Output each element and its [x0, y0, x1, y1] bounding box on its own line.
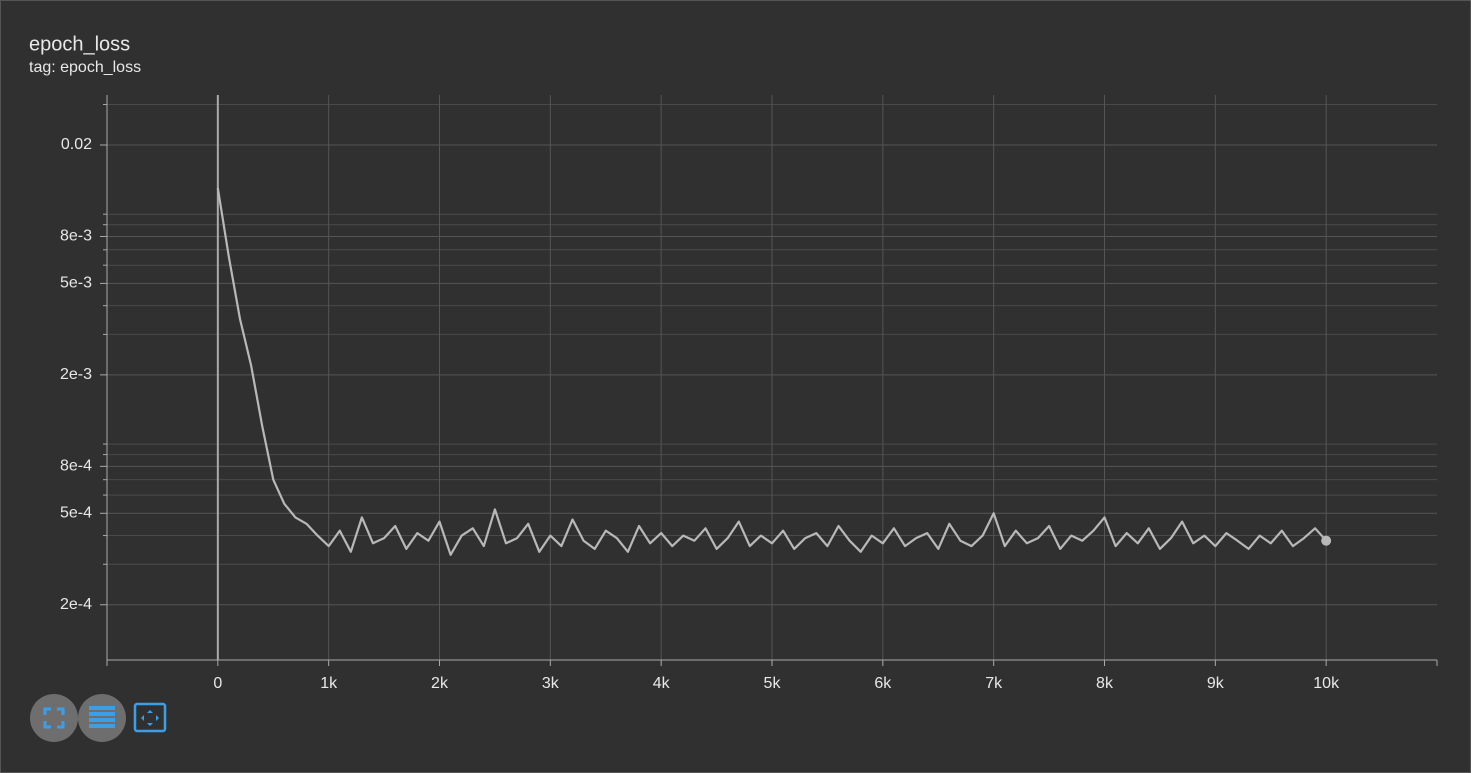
toolbar	[30, 694, 167, 742]
x-tick-label: 5k	[764, 675, 782, 692]
fullscreen-button[interactable]	[30, 694, 78, 742]
fit-domain-button[interactable]	[133, 702, 167, 733]
x-tick-label: 1k	[320, 675, 338, 692]
y-tick-label: 8e-4	[60, 458, 92, 475]
x-tick-label: 4k	[653, 675, 671, 692]
x-tick-label: 0	[213, 675, 222, 692]
y-tick-label: 2e-4	[60, 596, 92, 613]
plot	[216, 187, 1332, 556]
x-tick-label: 7k	[985, 675, 1003, 692]
x-tick-label: 8k	[1096, 675, 1114, 692]
grid	[100, 95, 1438, 666]
last-point	[1321, 535, 1332, 546]
log-scale-button[interactable]	[78, 694, 126, 742]
x-tick-label: 9k	[1207, 675, 1225, 692]
x-tick-label: 3k	[542, 675, 560, 692]
x-tick-label: 2k	[431, 675, 449, 692]
x-tick-label: 10k	[1313, 675, 1340, 692]
chart-subtitle: tag: epoch_loss	[29, 59, 141, 76]
x-tick-label: 6k	[874, 675, 892, 692]
y-tick-label: 0.02	[61, 136, 92, 153]
loss-line	[216, 187, 1328, 556]
y-tick-label: 2e-3	[60, 366, 92, 383]
chart-title: epoch_loss	[29, 33, 130, 55]
y-tick-label: 5e-4	[60, 504, 92, 521]
y-tick-label: 8e-3	[60, 228, 92, 245]
y-tick-label: 5e-3	[60, 275, 92, 292]
